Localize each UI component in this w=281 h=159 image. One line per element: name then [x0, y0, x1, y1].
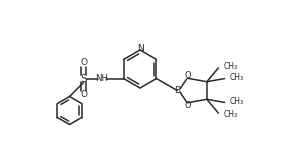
Text: O: O — [184, 71, 191, 80]
Text: CH₃: CH₃ — [230, 73, 244, 82]
Text: O: O — [80, 58, 87, 67]
Text: N: N — [137, 44, 143, 53]
Text: O: O — [184, 101, 191, 110]
Text: CH₃: CH₃ — [223, 110, 237, 119]
Text: CH₃: CH₃ — [223, 62, 237, 71]
Text: O: O — [80, 90, 87, 99]
Text: NH: NH — [95, 74, 108, 83]
Text: CH₃: CH₃ — [230, 97, 244, 106]
Text: B: B — [174, 86, 180, 95]
Text: S: S — [80, 73, 87, 83]
